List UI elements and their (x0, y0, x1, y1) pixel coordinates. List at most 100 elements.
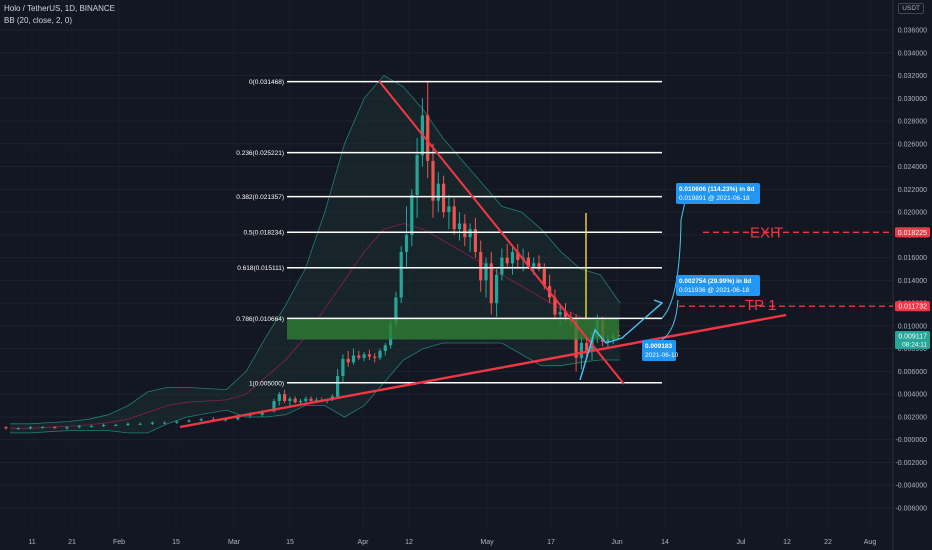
x-tick-label: Jul (737, 539, 746, 546)
projection-target-1-box (676, 183, 760, 204)
candle-body (102, 424, 106, 427)
candle-body (505, 257, 509, 264)
exit-label: EXIT (750, 224, 783, 241)
candle-body (346, 358, 350, 363)
y-tick-label: 0.004000 (898, 392, 927, 399)
x-tick-label: 17 (547, 539, 555, 546)
candle-body (336, 375, 340, 397)
candle-body (585, 342, 589, 351)
candle-body (484, 263, 488, 281)
candle-body (89, 426, 93, 428)
x-tick-label: 12 (783, 539, 791, 546)
candle-body (415, 155, 419, 196)
y-tick-label: 0.016000 (898, 255, 927, 262)
candle-body (362, 354, 366, 358)
projection-base-line2: 2021-06-10 (645, 352, 679, 359)
candle-body (383, 345, 387, 351)
candle-body (351, 355, 356, 363)
y-tick-label: 0.022000 (898, 187, 927, 194)
y-tick-label: 0.024000 (898, 164, 927, 171)
projection-target-2-line2: 0.011936 @ 2021-06-18 (679, 287, 749, 294)
candle-body (542, 269, 546, 287)
tp1-label: TP 1 (745, 297, 776, 314)
candle-body (309, 398, 313, 402)
y-tick-label: 0.032000 (898, 73, 927, 80)
candle-body (367, 354, 371, 357)
x-tick-label: 15 (172, 539, 180, 546)
x-tick-label: May (480, 539, 494, 546)
candle-body (526, 257, 530, 267)
currency-badge[interactable]: USDT (898, 3, 924, 14)
candle-body (4, 427, 8, 429)
candle-body (272, 401, 276, 412)
fib-level-label: 1(0.005000) (249, 380, 284, 387)
candle-body (442, 183, 446, 213)
y-tick-label: -0.006000 (895, 506, 927, 513)
candle-body (304, 398, 308, 402)
y-tick-label: 0.034000 (898, 50, 927, 57)
exit-price-tag-bg (895, 227, 930, 238)
candle-body (426, 115, 430, 161)
candle-body (479, 251, 483, 281)
candle-body (199, 419, 203, 421)
x-tick-label: 21 (68, 539, 76, 546)
candle-body (510, 251, 515, 264)
candle-body (447, 206, 451, 213)
candle-body (495, 274, 499, 304)
y-tick-label: 0.028000 (898, 119, 927, 126)
candle-body (373, 356, 377, 358)
candle-body (65, 427, 69, 429)
tp1-price-tag-price: 0.011732 (898, 304, 927, 311)
candle-body (77, 426, 81, 428)
y-tick-label: 0.010000 (898, 323, 927, 330)
bb-lower (10, 342, 620, 434)
drawing-overlays: 0(0.031468) 0.236(0.025221) 0.382(0.021357… (179, 79, 893, 429)
current-price-tag-bg (895, 330, 930, 349)
candle-body (341, 358, 345, 376)
current-price-tag-countdown: 08:24:11 (902, 341, 927, 348)
x-tick-label: 12 (405, 539, 413, 546)
candle-body (138, 423, 142, 425)
candle-body (500, 257, 504, 275)
time-axis[interactable]: 11 21 Feb 15 Mar 15 Apr 12 May 17 Jun 14 Jul 12 22 Aug (28, 539, 876, 546)
projection-curve-lower (661, 299, 679, 341)
bb-fill (10, 75, 620, 433)
x-tick-label: 11 (28, 539, 35, 546)
candle-body (468, 229, 472, 238)
candle-body (563, 312, 568, 317)
candle-body (283, 394, 287, 402)
fib-level-label: 0.618(0.015111) (237, 265, 284, 272)
candle-body (532, 263, 536, 267)
candle-body (457, 223, 462, 230)
candle-body (41, 427, 45, 429)
fib-level-label: 0.382(0.021357) (236, 194, 284, 201)
y-tick-label: 0.002000 (898, 414, 927, 421)
candle-body (410, 195, 414, 235)
x-tick-label: Aug (864, 539, 877, 546)
candle-body (473, 229, 477, 252)
projection-arrowhead (653, 299, 664, 310)
y-tick-label: 0.020000 (898, 210, 927, 217)
support-zone (287, 319, 619, 340)
candle-body (114, 424, 118, 426)
candle-body (489, 263, 493, 304)
candle-body (150, 422, 154, 424)
projection-target-1-line2: 0.019891 @ 2021-06-18 (679, 195, 750, 202)
current-price-tag-price: 0.009117 (898, 333, 927, 340)
fib-level-label: 0.5(0.018234) (244, 230, 284, 237)
indicator-legend[interactable]: BB (20, close, 2, 0) (4, 16, 73, 25)
x-tick-label: Jun (611, 539, 622, 546)
y-tick-label: -0.002000 (895, 460, 927, 467)
y-tick-label: 0.036000 (898, 28, 927, 35)
symbol-title[interactable]: Holo / TetherUS, 1D, BINANCE (4, 4, 116, 13)
candle-body (293, 398, 297, 403)
candle-body (163, 422, 167, 424)
fib-level-label: 0.786(0.010664) (236, 316, 284, 323)
bb-upper (10, 74, 621, 425)
candle-body (53, 427, 57, 429)
x-tick-label: 22 (824, 539, 832, 546)
rising-trendline (179, 313, 787, 429)
projection-base-box (642, 340, 676, 361)
